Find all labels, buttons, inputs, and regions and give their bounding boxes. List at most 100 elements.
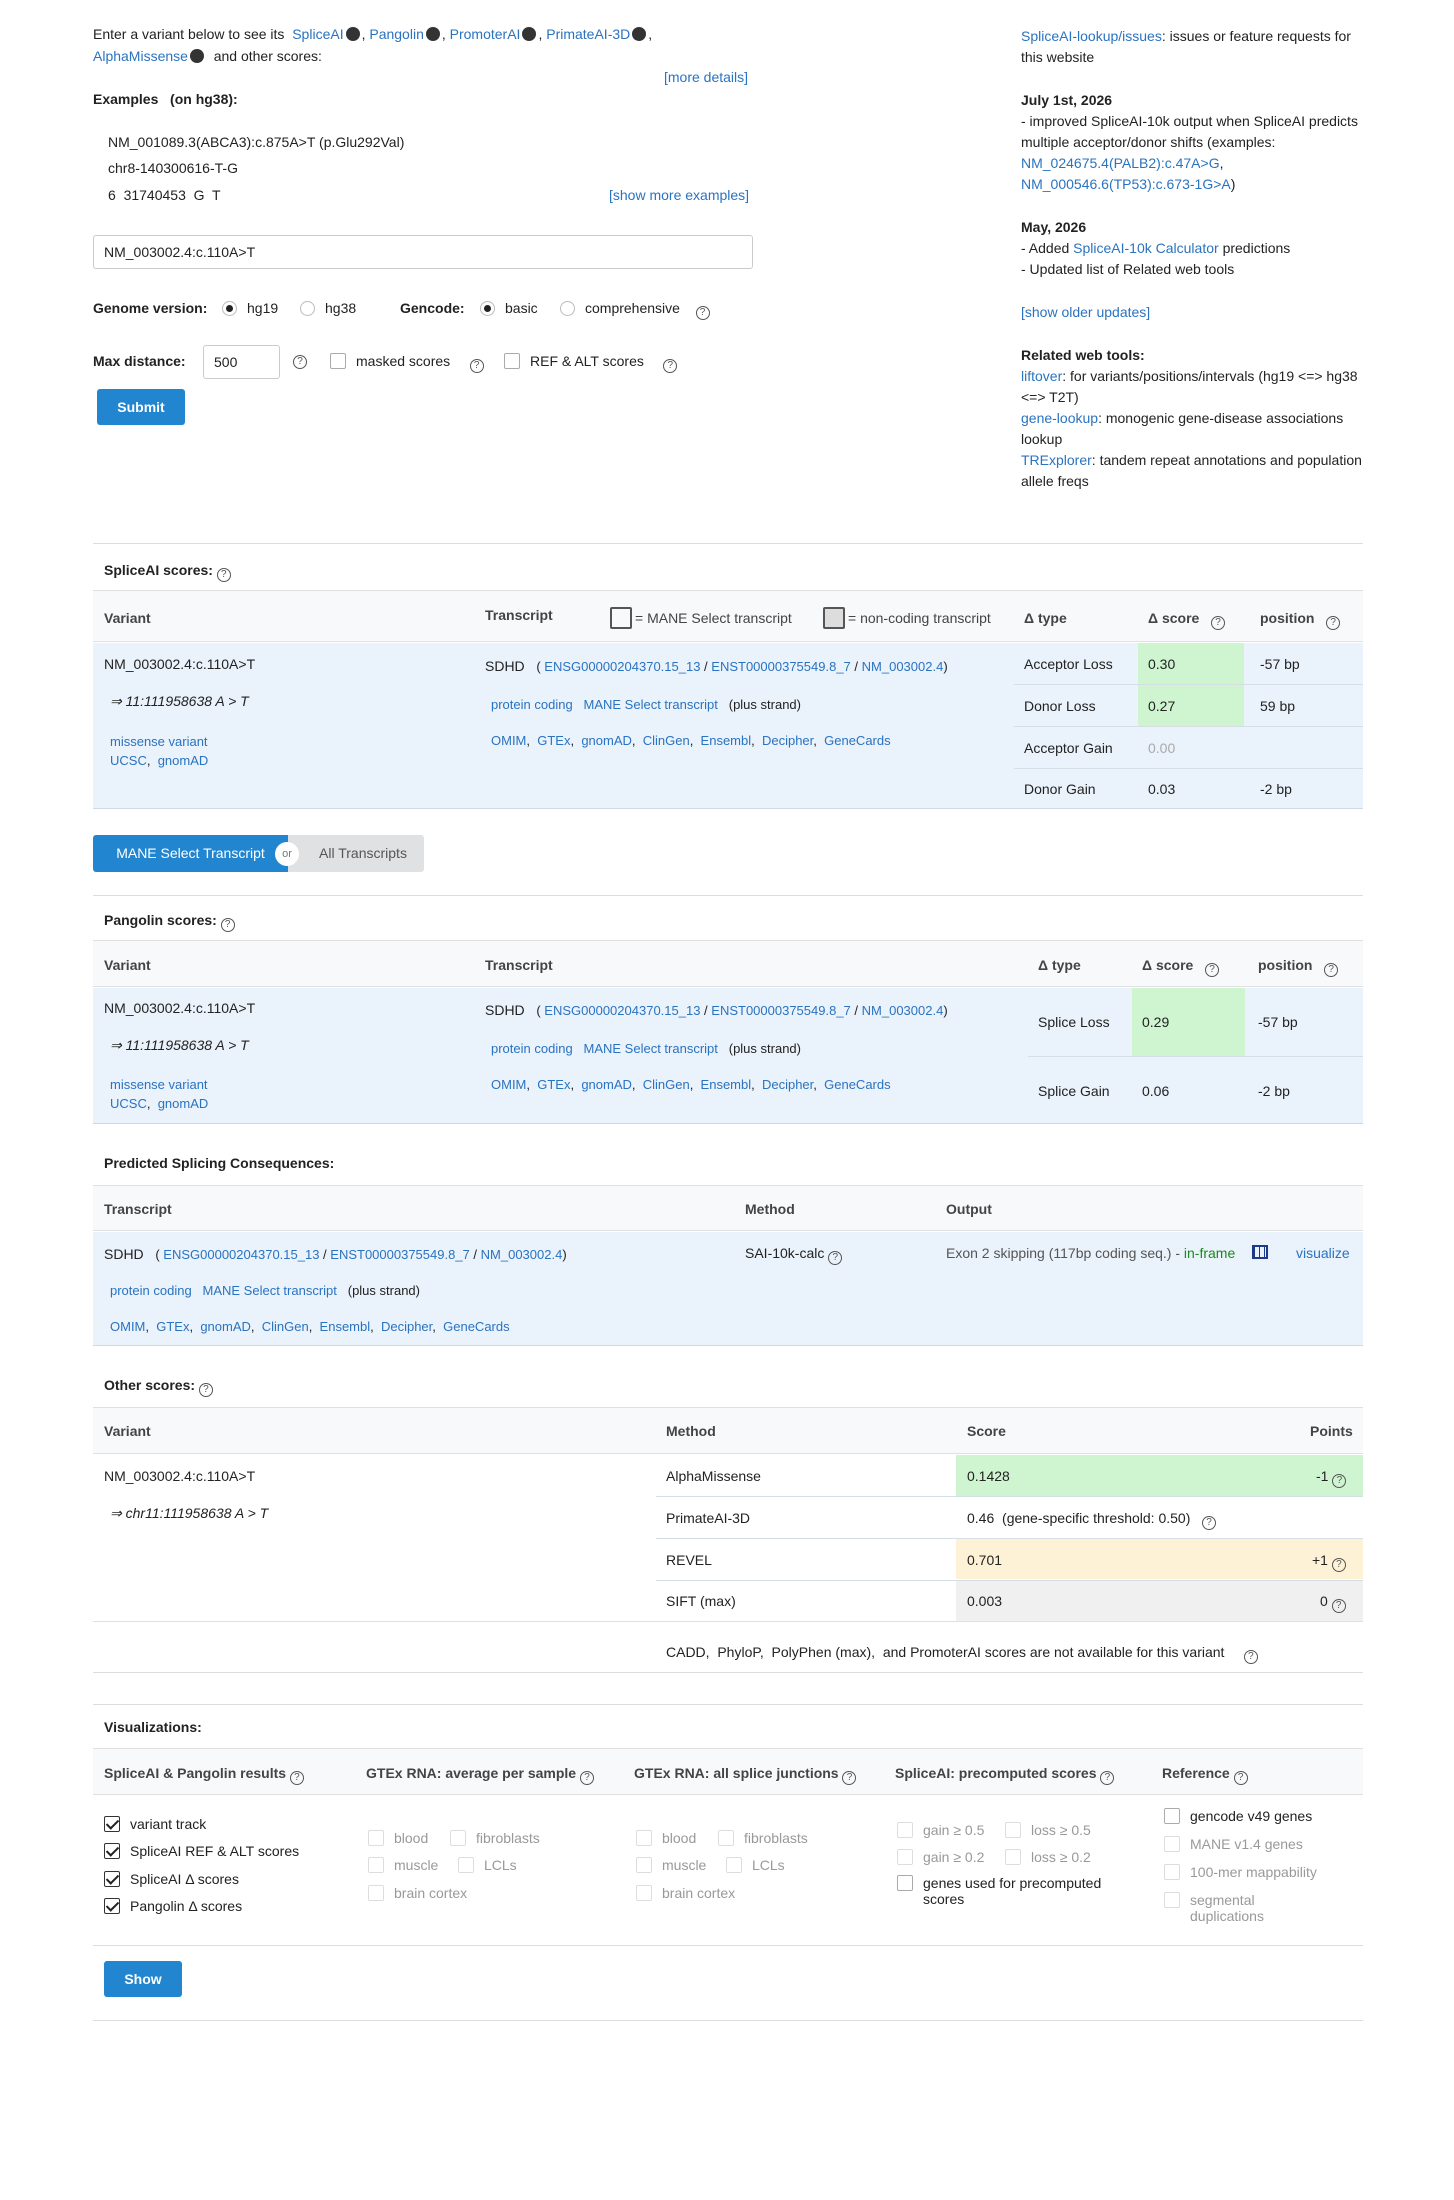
genecards-link[interactable]: GeneCards [824,733,891,748]
ref-mane-checkbox[interactable]: MANE v1.4 genes [1164,1836,1303,1852]
gene-lookup-link[interactable]: gene-lookup [1021,410,1099,426]
spliceai-delta-checkbox[interactable]: SpliceAI Δ scores [104,1871,239,1887]
help-icon[interactable]: ? [198,1383,213,1397]
checkbox-icon[interactable] [504,353,520,369]
gtex-junc-fibroblasts[interactable]: fibroblasts [718,1830,808,1846]
ensembl-link[interactable]: Ensembl [319,1319,371,1334]
checkbox-icon[interactable] [897,1849,913,1865]
ensembl-link[interactable]: Ensembl [700,1077,752,1092]
submit-button[interactable]: Submit [97,389,185,425]
omim-link[interactable]: OMIM [491,1077,527,1092]
precomp-genes-checkbox[interactable]: genes used for precomputed scores [897,1875,1127,1907]
gtex-avg-fibroblasts[interactable]: fibroblasts [450,1830,540,1846]
checkbox-icon[interactable] [104,1871,120,1887]
primateai-link[interactable]: PrimateAI-3D [546,26,631,42]
omim-link[interactable]: OMIM [491,733,527,748]
radio-icon[interactable] [222,301,237,316]
gtex-avg-brain[interactable]: brain cortex [368,1885,467,1901]
help-icon[interactable]: ? [695,306,710,320]
genome-hg19[interactable]: hg19 [222,300,278,316]
genome-hg38[interactable]: hg38 [300,300,356,316]
ensg-link[interactable]: ENSG00000204370.15_13 [544,1003,701,1018]
checkbox-icon[interactable] [368,1857,384,1873]
ref-segdup-checkbox[interactable]: segmental duplications [1164,1892,1284,1924]
checkbox-icon[interactable] [104,1816,120,1832]
table-icon[interactable] [1252,1245,1268,1259]
mane-select-toggle[interactable]: MANE Select Transcript [93,835,288,872]
ensg-link[interactable]: ENSG00000204370.15_13 [163,1247,320,1262]
variant-track-checkbox[interactable]: variant track [104,1816,206,1832]
ref-gencode-checkbox[interactable]: gencode v49 genes [1164,1808,1312,1824]
checkbox-icon[interactable] [897,1875,913,1891]
checkbox-icon[interactable] [1164,1808,1180,1824]
genecards-link[interactable]: GeneCards [824,1077,891,1092]
help-icon[interactable]: ? [828,1251,843,1265]
help-icon[interactable]: ? [1326,616,1341,630]
checkbox-icon[interactable] [104,1843,120,1859]
github-icon[interactable] [189,49,204,63]
precomp-gain-05[interactable]: gain ≥ 0.5 [897,1822,984,1838]
gtex-avg-muscle[interactable]: muscle [368,1857,438,1873]
all-transcripts-toggle[interactable]: All Transcripts [288,835,424,872]
checkbox-icon[interactable] [1164,1892,1180,1908]
nm-link[interactable]: NM_003002.4 [861,1003,944,1018]
clingen-link[interactable]: ClinGen [261,1319,309,1334]
checkbox-icon[interactable] [718,1830,734,1846]
checkbox-icon[interactable] [726,1857,742,1873]
decipher-link[interactable]: Decipher [761,1077,814,1092]
alphamissense-link[interactable]: AlphaMissense [93,48,188,64]
gnomad-gene-link[interactable]: gnomAD [200,1319,251,1334]
gtex-avg-lcls[interactable]: LCLs [458,1857,517,1873]
variant-input[interactable]: NM_003002.4:c.110A>T [93,235,753,269]
checkbox-icon[interactable] [636,1830,652,1846]
help-icon[interactable]: ? [663,359,678,373]
show-more-examples-link[interactable]: [show more examples] [609,187,750,203]
gnomad-link[interactable]: gnomAD [157,753,209,768]
checkbox-icon[interactable] [1005,1822,1021,1838]
liftover-link[interactable]: liftover [1021,368,1063,384]
radio-icon[interactable] [560,301,575,316]
ensembl-link[interactable]: Ensembl [700,733,752,748]
example-3[interactable]: 6 31740453 G T [108,187,221,203]
show-button[interactable]: Show [104,1961,182,1997]
help-icon[interactable]: ? [1324,963,1339,977]
protein-coding-link[interactable]: protein coding [491,697,573,712]
spliceai-link[interactable]: SpliceAI [292,26,344,42]
github-icon[interactable] [632,27,647,41]
checkbox-icon[interactable] [1005,1849,1021,1865]
gtex-link[interactable]: GTEx [537,733,571,748]
pangolin-link[interactable]: Pangolin [369,26,424,42]
help-icon[interactable]: ? [469,359,484,373]
spliceai-refalt-checkbox[interactable]: SpliceAI REF & ALT scores [104,1843,299,1859]
github-icon[interactable] [345,27,360,41]
gtex-avg-blood[interactable]: blood [368,1830,428,1846]
help-icon[interactable]: ? [289,1771,304,1785]
gtex-junc-lcls[interactable]: LCLs [726,1857,785,1873]
max-distance-input[interactable]: 500 [203,345,280,379]
checkbox-icon[interactable] [1164,1836,1180,1852]
gtex-junc-muscle[interactable]: muscle [636,1857,706,1873]
help-icon[interactable]: ? [1331,1558,1346,1572]
checkbox-icon[interactable] [636,1885,652,1901]
help-icon[interactable]: ? [220,918,235,932]
enst-link[interactable]: ENST00000375549.8_7 [711,1003,851,1018]
help-icon[interactable]: ? [293,355,307,369]
omim-link[interactable]: OMIM [110,1319,146,1334]
gnomad-link[interactable]: gnomAD [157,1096,209,1111]
promoterai-link[interactable]: PromoterAI [449,26,521,42]
ucsc-link[interactable]: UCSC [110,753,147,768]
radio-icon[interactable] [480,301,495,316]
ensg-link[interactable]: ENSG00000204370.15_13 [544,659,701,674]
github-icon[interactable] [522,27,537,41]
example-1[interactable]: NM_001089.3(ABCA3):c.875A>T (p.Glu292Val… [108,134,405,150]
precomp-loss-05[interactable]: loss ≥ 0.5 [1005,1822,1091,1838]
help-icon[interactable]: ? [1100,1771,1115,1785]
help-icon[interactable]: ? [1202,1516,1217,1530]
issues-link[interactable]: SpliceAI-lookup/issues [1021,28,1162,44]
precomp-loss-02[interactable]: loss ≥ 0.2 [1005,1849,1091,1865]
precomp-gain-02[interactable]: gain ≥ 0.2 [897,1849,984,1865]
mane-select-link[interactable]: MANE Select transcript [583,697,718,712]
show-older-updates-link[interactable]: [show older updates] [1021,304,1151,320]
help-icon[interactable]: ? [1210,616,1225,630]
github-icon[interactable] [425,27,440,41]
